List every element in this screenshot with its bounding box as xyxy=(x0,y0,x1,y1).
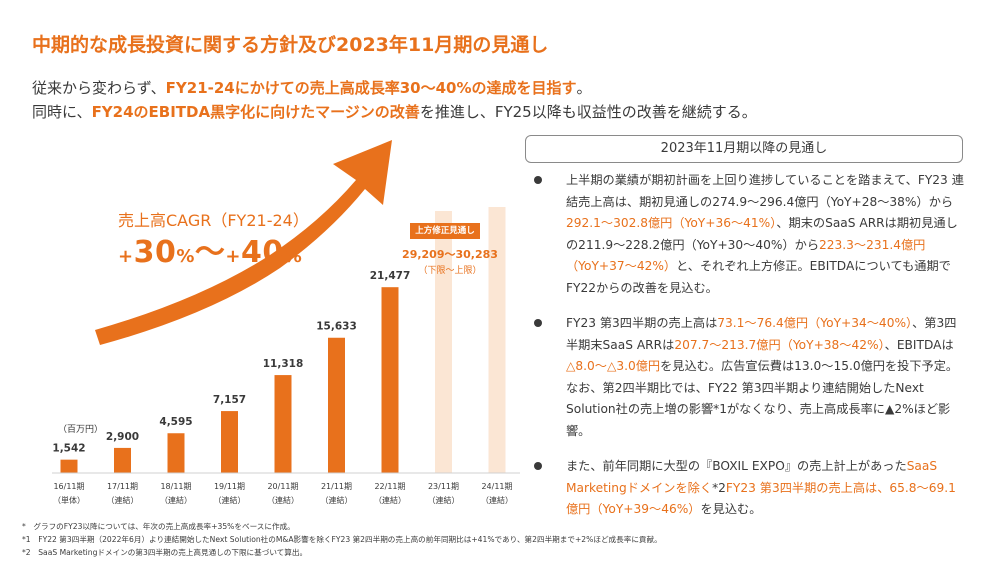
category-label-23/11期: 23/11期 xyxy=(428,482,459,491)
bar-21/11期 xyxy=(328,337,345,473)
body-text: *2 xyxy=(712,480,726,495)
revised-forecast-tag: 上方修正見通し xyxy=(410,223,480,239)
category-sublabel-24/11期: （連結） xyxy=(481,495,513,505)
body-text: 、第3四半期末SaaS ARRは xyxy=(566,316,957,352)
cagr-pct-2: % xyxy=(283,246,303,267)
category-sublabel-18/11期: （連結） xyxy=(160,495,192,505)
lead-line-2-post: を推進し、FY25以降も収益性の改善を継続する。 xyxy=(419,103,757,121)
chart-bars xyxy=(52,207,520,474)
highlight-text: FY23 第3四半期の売上高は、65.8～69.1億円（YoY+39～46%） xyxy=(566,480,956,517)
cagr-plus-2: + xyxy=(225,246,241,267)
outlook-bullets: 上半期の業績が期初計画を上回り進捗していることを踏まえて、FY23 連結売上高は… xyxy=(530,170,966,535)
cagr-label: 売上高CAGR（FY21-24） xyxy=(118,211,309,230)
highlight-text: 292.1～302.8億円（YoY+36～41%） xyxy=(566,216,777,230)
lead-line-1-pre: 従来から変わらず、 xyxy=(32,79,166,97)
value-label-21/11期: 15,633 xyxy=(316,321,357,333)
value-label-17/11期: 2,900 xyxy=(106,431,139,443)
bar-20/11期 xyxy=(274,375,292,473)
lead-line-2-pre: 同時に、 xyxy=(32,103,92,121)
value-label-19/11期: 7,157 xyxy=(213,394,246,406)
value-label-18/11期: 4,595 xyxy=(159,416,192,428)
footnote-0: * グラフのFY23以降については、年次の売上高成長率+35%をベースに作成。 xyxy=(22,522,295,531)
highlight-text: 73.1～76.4億円（YoY+34～40%） xyxy=(717,316,913,330)
lead-line-1-highlight: FY21-24にかけての売上高成長率30～40%の達成を目指す xyxy=(165,79,577,97)
body-text: 、期末のSaaS ARRは期初見通しの211.9～228.2億円（YoY+30～… xyxy=(566,216,958,252)
category-label-24/11期: 24/11期 xyxy=(481,482,512,491)
category-sublabel-19/11期: （連結） xyxy=(214,495,246,505)
category-sublabel-22/11期: （連結） xyxy=(374,495,406,505)
category-label-19/11期: 19/11期 xyxy=(214,482,245,491)
bar-17/11期 xyxy=(114,447,131,473)
outlook-bullet-3: また、前年同期に大型の『BOXIL EXPO』の売上計上があったSaaS Mar… xyxy=(530,456,966,521)
outlook-bullet-1: 上半期の業績が期初計画を上回り進捗していることを踏まえて、FY23 連結売上高は… xyxy=(530,170,966,299)
value-label-22/11期: 21,477 xyxy=(370,270,411,282)
outlook-bullet-2: FY23 第3四半期の売上高は73.1～76.4億円（YoY+34～40%）、第… xyxy=(530,313,966,442)
category-sublabel-16/11期: （単体） xyxy=(53,495,85,505)
page-title: 中期的な成長投資に関する方針及び2023年11月期の見通し xyxy=(32,34,549,56)
bar-24/11期 xyxy=(488,207,506,473)
lead-line-2: 同時に、FY24のEBITDA黒字化に向けたマージンの改善を推進し、FY25以降… xyxy=(32,101,757,122)
cagr-range: +30%～+40% xyxy=(118,227,302,271)
body-text: と、それぞれ上方修正。EBITDAについても通期でFY22からの改善を見込む。 xyxy=(566,259,951,295)
highlight-text: △8.0～△3.0億円 xyxy=(566,359,661,373)
outlook-bullet-2-text: FY23 第3四半期の売上高は73.1～76.4億円（YoY+34～40%）、第… xyxy=(566,316,958,438)
footnotes: * グラフのFY23以降については、年次の売上高成長率+35%をベースに作成。 … xyxy=(22,520,662,559)
chart-unit-label: （百万円） xyxy=(58,425,104,435)
outlook-bullet-3-text: また、前年同期に大型の『BOXIL EXPO』の売上計上があったSaaS Mar… xyxy=(566,459,956,516)
cagr-value-2: 40 xyxy=(240,235,284,270)
category-sublabel-17/11期: （連結） xyxy=(107,495,139,505)
revised-forecast-note: （下限～上限） xyxy=(418,266,482,276)
chart-labels: 1,542 16/11期 （単体） 2,900 17/11期 （連結） 4,595 18/11… xyxy=(52,270,513,505)
bar-16/11期 xyxy=(60,459,78,473)
cagr-plus-1: + xyxy=(118,246,134,267)
value-label-20/11期: 11,318 xyxy=(263,358,304,370)
category-label-22/11期: 22/11期 xyxy=(374,482,405,491)
category-label-18/11期: 18/11期 xyxy=(160,482,191,491)
highlight-text: 207.7～213.7億円（YoY+38～42%） xyxy=(674,337,885,352)
outlook-bullet-1-text: 上半期の業績が期初計画を上回り進捗していることを踏まえて、FY23 連結売上高は… xyxy=(566,173,964,295)
body-text: また、前年同期に大型の『BOXIL EXPO』の売上計上があった xyxy=(566,459,907,473)
body-text: FY23 第3四半期の売上高は xyxy=(566,316,718,330)
value-label-16/11期: 1,542 xyxy=(52,443,85,455)
highlight-text: 223.3～231.4億円（YoY+37～42%） xyxy=(566,237,926,274)
footnote-2: *2 SaaS Marketingドメインの第3四半期の売上高見通しの下限に基づ… xyxy=(22,548,308,557)
category-label-17/11期: 17/11期 xyxy=(107,482,138,491)
category-sublabel-20/11期: （連結） xyxy=(267,495,299,505)
bar-19/11期 xyxy=(221,411,238,473)
bar-22/11期 xyxy=(381,287,399,473)
cagr-pct-1: % xyxy=(176,246,195,267)
category-label-20/11期: 20/11期 xyxy=(267,482,298,491)
revised-forecast-range: 29,209～30,283 xyxy=(402,248,498,261)
bar-18/11期 xyxy=(167,433,185,473)
bar-23/11期 xyxy=(435,211,452,473)
lead-line-1: 従来から変わらず、FY21-24にかけての売上高成長率30～40%の達成を目指す… xyxy=(32,77,592,98)
body-text: を見込む。広告宣伝費は13.0～15.0億円を投下予定。なお、第2四半期比では、… xyxy=(566,359,959,438)
category-sublabel-23/11期: （連結） xyxy=(428,495,460,505)
bullet-dot-icon xyxy=(534,462,542,470)
body-text: 、EBITDAは xyxy=(884,337,954,352)
growth-arrow-shape xyxy=(95,140,392,345)
category-label-16/11期: 16/11期 xyxy=(53,482,84,491)
lead-line-1-post: 。 xyxy=(576,79,592,97)
category-sublabel-21/11期: （連結） xyxy=(321,495,353,505)
growth-arrow xyxy=(95,140,392,345)
bullet-dot-icon xyxy=(534,319,542,327)
outlook-header: 2023年11月期以降の見通し xyxy=(525,135,963,163)
bullet-dot-icon xyxy=(534,176,542,184)
cagr-tilde: ～ xyxy=(194,235,226,270)
footnote-1: *1 FY22 第3四半期（2022年6月）より連結開始したNext Solut… xyxy=(22,535,662,544)
body-text: を見込む。 xyxy=(700,502,762,516)
body-text: 上半期の業績が期初計画を上回り進捗していることを踏まえて、FY23 連結売上高は… xyxy=(566,173,964,209)
cagr-value-1: 30 xyxy=(133,235,177,270)
lead-line-2-highlight: FY24のEBITDA黒字化に向けたマージンの改善 xyxy=(91,103,420,121)
highlight-text: SaaS Marketingドメインを除く xyxy=(566,459,938,495)
category-label-21/11期: 21/11期 xyxy=(321,482,352,491)
